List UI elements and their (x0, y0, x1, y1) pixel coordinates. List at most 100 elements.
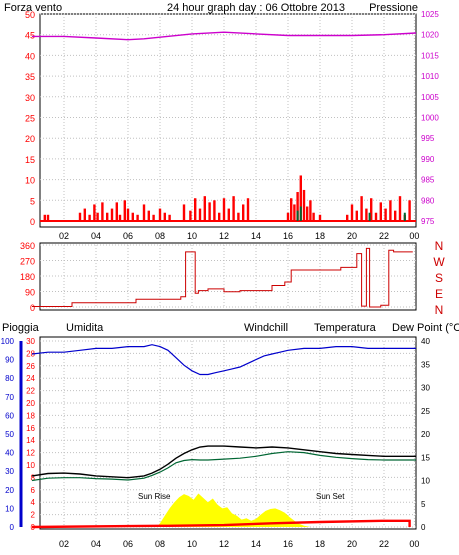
y2-tick-label: 1000 (421, 114, 439, 123)
wind-bar (389, 200, 392, 221)
y-tick-label: 0 (30, 217, 35, 227)
rain-tick-label: 6 (31, 486, 36, 495)
x-tick-label: 04 (91, 539, 101, 549)
pressure-line (32, 31, 417, 41)
legend-rain: Pioggia (2, 322, 40, 334)
x-tick-label: 16 (283, 539, 293, 549)
rain-line (31, 519, 411, 529)
wind-bar (83, 208, 86, 221)
wind-bar (101, 202, 104, 221)
y2-tick-label: 1025 (421, 10, 439, 19)
y2-tick-label: 995 (421, 134, 435, 143)
y-tick-label: 50 (25, 10, 35, 20)
humidity-tick-label: 60 (5, 411, 14, 420)
wind-bar (194, 198, 197, 221)
wind-bar (131, 212, 134, 221)
wind-bar (290, 198, 293, 221)
wind-bar (163, 212, 166, 221)
wind-bar (312, 212, 315, 221)
temp-tick-label: 15 (421, 453, 430, 462)
humidity-tick-label: 70 (5, 393, 14, 402)
temp-tick-label: 25 (421, 407, 430, 416)
wind-bar (408, 200, 411, 221)
dewpoint-line (31, 451, 416, 482)
y2-tick-label: 980 (421, 196, 435, 205)
chart-title: 24 hour graph day : 06 Ottobre 2013 (167, 2, 345, 14)
x-tick-label: 18 (315, 539, 325, 549)
wind-bar (136, 214, 139, 221)
x-tick-label: 14 (251, 231, 261, 241)
y-tick-label: 10 (25, 176, 35, 186)
x-tick-label: 12 (219, 539, 229, 549)
wind-bar (78, 212, 82, 221)
wind-bar (203, 196, 206, 221)
wind-bar (384, 208, 387, 221)
y-tick-label: 5 (30, 196, 35, 206)
wind-bar (118, 214, 122, 221)
wind-bar (198, 208, 202, 221)
direction-line (32, 247, 413, 308)
legend-windchill: Windchill (244, 322, 288, 334)
wind-bar (293, 204, 296, 221)
humidity-tick-label: 80 (5, 374, 14, 383)
wind-bar (365, 208, 368, 221)
temp-tick-label: 0 (421, 523, 426, 532)
wind-bar (318, 214, 322, 221)
temp-tick-label: 40 (421, 337, 430, 346)
wind-bar (222, 198, 226, 221)
wind-bar (299, 175, 302, 221)
wind-bar (218, 212, 221, 221)
y-tick-label: 90 (25, 288, 35, 298)
direction-panel (39, 242, 417, 311)
legend-temperature: Temperatura (314, 322, 377, 334)
rain-tick-label: 26 (26, 362, 35, 371)
humidity-tick-label: 50 (5, 430, 14, 439)
y2-tick-label: 1015 (421, 51, 439, 60)
x-tick-label: 20 (347, 539, 357, 549)
x-tick-label: 08 (155, 231, 165, 241)
rain-tick-label: 20 (26, 399, 35, 408)
x-tick-label: 22 (379, 231, 389, 241)
gust-bar (368, 212, 371, 221)
wind-pressure-panel (39, 13, 417, 228)
wind-bar (123, 200, 126, 221)
x-tick-label: 18 (315, 231, 325, 241)
y-tick-label: 20 (25, 134, 35, 144)
humidity-tick-label: 30 (5, 467, 14, 476)
y-tick-label: 15 (25, 155, 35, 165)
humidity-tick-label: 90 (5, 356, 14, 365)
x-tick-label: 08 (155, 539, 165, 549)
wind-bar (370, 198, 373, 221)
rain-tick-label: 16 (26, 424, 35, 433)
wind-bar (126, 208, 130, 221)
wind-bar (189, 210, 192, 221)
wind-bar (246, 198, 250, 221)
wind-bar (208, 202, 211, 221)
temp-tick-label: 20 (421, 430, 430, 439)
y2-tick-label: 975 (421, 217, 435, 226)
x-tick-label: 22 (379, 539, 389, 549)
humidity-tick-label: 10 (5, 504, 14, 513)
y2-tick-label: 990 (421, 155, 435, 164)
humidity-line (31, 344, 416, 376)
y-tick-label: 30 (25, 93, 35, 103)
y-tick-label: 180 (20, 272, 35, 282)
wind-bar (394, 210, 397, 221)
wind-bar (46, 214, 50, 221)
y2-tick-label: 1010 (421, 72, 439, 81)
x-tick-label: 14 (251, 539, 261, 549)
wind-bar (374, 212, 378, 221)
wind-bar (213, 200, 216, 221)
y-tick-label: 360 (20, 241, 35, 251)
temp-humidity-panel (39, 336, 417, 530)
wind-bar (237, 212, 240, 221)
y-tick-label: 0 (30, 303, 35, 313)
x-tick-label: 16 (283, 231, 293, 241)
sunrise-label: Sun Rise (138, 492, 171, 501)
wind-bar (355, 210, 358, 221)
x-tick-label: 00 (409, 539, 419, 549)
wind-bar (232, 196, 235, 221)
y-tick-label: 40 (25, 51, 35, 61)
rain-tick-label: 24 (26, 374, 35, 383)
